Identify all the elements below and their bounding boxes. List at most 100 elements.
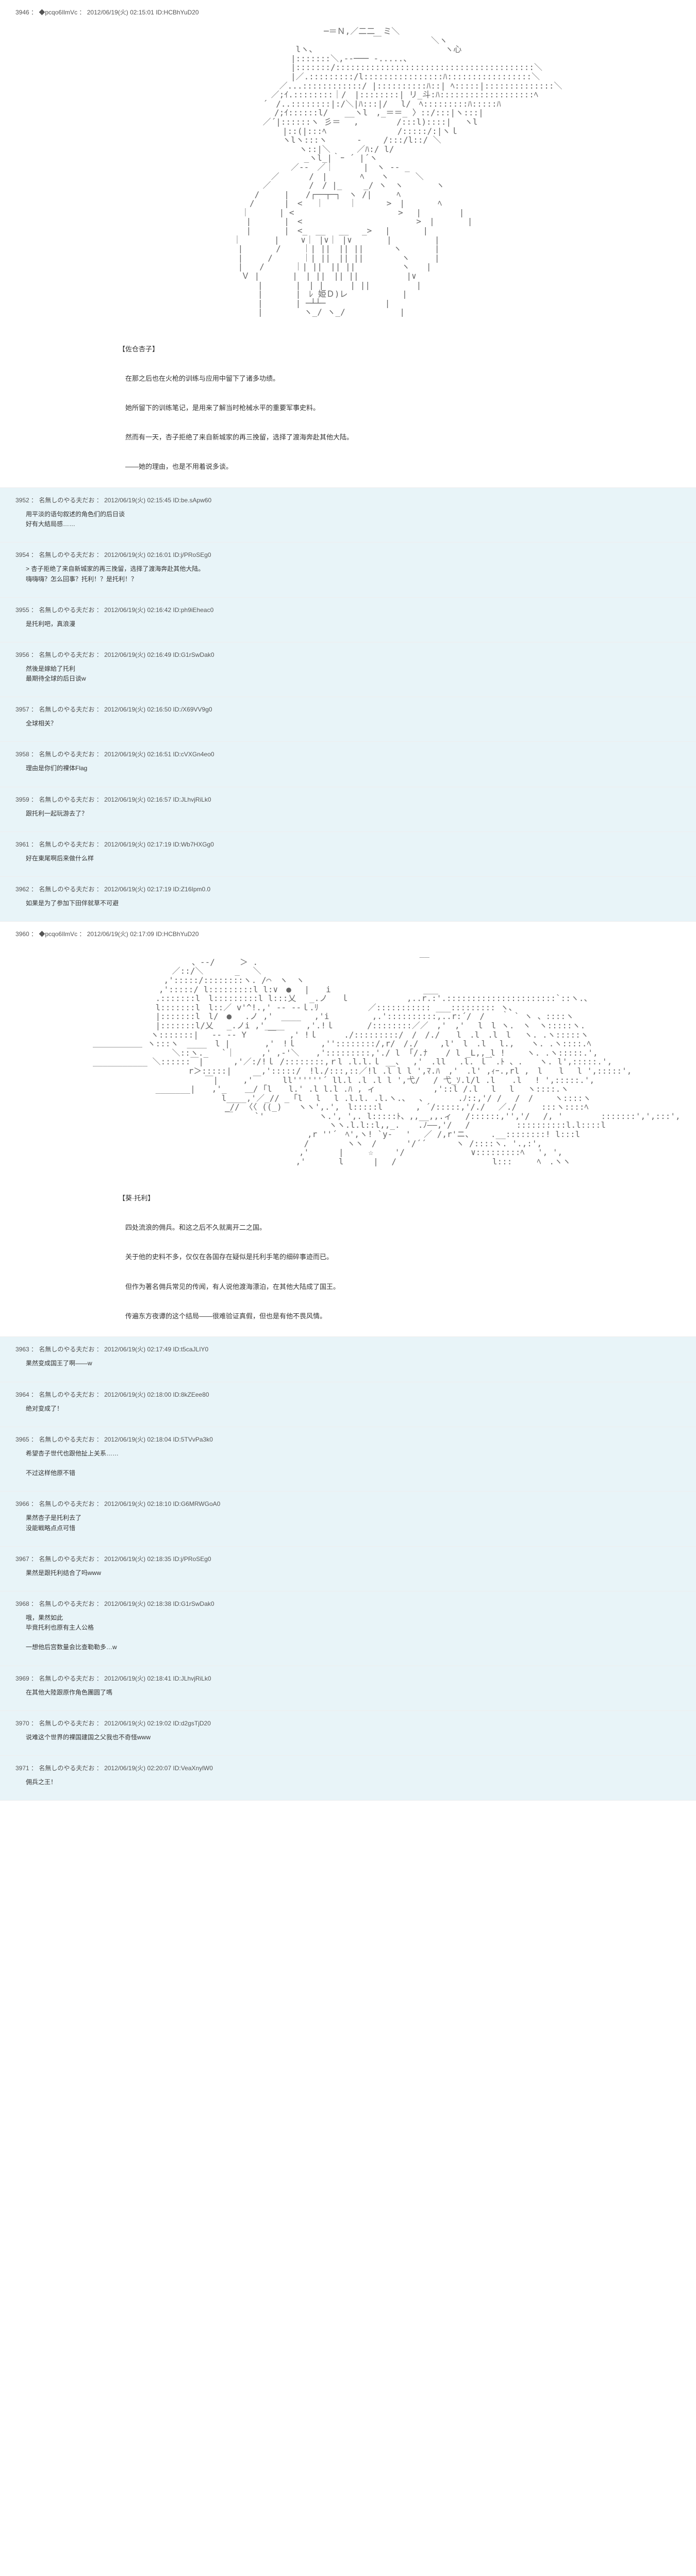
post-date: 2012/06/19(火) 02:16:50 [104, 706, 171, 713]
post-number: 3969 [15, 1675, 29, 1682]
body-line: 她所留下的训练笔记，是用来了解当时枪械水平的重要军事史料。 [119, 401, 681, 416]
post-id: ID:Wb7HXGg0 [173, 841, 214, 848]
post-body: 果然是跟托利结合了吗www [26, 1568, 681, 1578]
post-name: 名無しのやる夫だお [39, 796, 94, 803]
post-date: 2012/06/19(火) 02:19:02 [104, 1720, 171, 1727]
body-line: 果然是跟托利结合了吗www [26, 1568, 681, 1578]
post: 3957 ： 名無しのやる夫だお ： 2012/06/19(火) 02:16:5… [0, 697, 696, 742]
post-date: 2012/06/19(火) 02:18:04 [104, 1436, 171, 1443]
post-name: 名無しのやる夫だお [39, 651, 94, 658]
post-number: 3952 [15, 497, 29, 504]
post-number: 3959 [15, 796, 29, 803]
post-date: 2012/06/19(火) 02:18:00 [104, 1391, 171, 1398]
post-header: 3960 ： ◆pcqo6IlmVc ： 2012/06/19(火) 02:17… [15, 929, 681, 938]
body-line [119, 386, 681, 401]
post-name: 名無しのやる夫だお [39, 497, 94, 504]
post-number: 3954 [15, 551, 29, 558]
body-line: 好有大結局感…… [26, 519, 681, 529]
post-number: 3962 [15, 886, 29, 893]
body-line: 一想他后宫数量会比查勒勒多…w [26, 1642, 681, 1652]
post-name: 名無しのやる夫だお [39, 1675, 94, 1682]
post-date: 2012/06/19(火) 02:16:51 [104, 751, 171, 758]
post-body: 理由是你们的裸体Flag [26, 764, 681, 773]
post: 3962 ： 名無しのやる夫だお ： 2012/06/19(火) 02:17:1… [0, 877, 696, 922]
post-body: 哦，果然如此毕竟托利也原有主人公格 一想他后宫数量会比查勒勒多…w [26, 1613, 681, 1653]
post-body: 全球相关？ [26, 719, 681, 728]
post-name: 名無しのやる夫だお [39, 1720, 94, 1727]
post: 3959 ： 名無しのやる夫だお ： 2012/06/19(火) 02:16:5… [0, 787, 696, 832]
post-id: ID:j/PRoSEg0 [173, 551, 211, 558]
post-id: ID:8kZEee80 [173, 1391, 209, 1398]
post-header: 3971 ： 名無しのやる夫だお ： 2012/06/19(火) 02:20:0… [15, 1764, 681, 1772]
body-line: 但作为著名佣兵常见的传闻，有人说他渡海漂泊，在其他大陆成了国王。 [119, 1280, 681, 1295]
body-line [119, 1265, 681, 1280]
body-line: 然而有一天，杏子拒绝了来自新城家的再三挽留，选择了渡海奔赴其他大陆。 [119, 430, 681, 445]
post-number: 3946 [15, 9, 29, 16]
body-line: 佣兵之王！ [26, 1777, 681, 1787]
post: 3969 ： 名無しのやる夫だお ： 2012/06/19(火) 02:18:4… [0, 1666, 696, 1711]
post-date: 2012/06/19(火) 02:17:19 [104, 886, 171, 893]
post-id: ID:d2gsTjD20 [173, 1720, 211, 1727]
ascii-art: __ 、‐‐/ ＞ . ／::/＼ _ ＼ ,':::::/::::::::ヽ.… [93, 948, 681, 1166]
post-id: ID:JLhvjRiLk0 [173, 796, 211, 803]
post-date: 2012/06/19(火) 02:16:42 [104, 606, 171, 614]
body-line: 好在東尾啊后来做什么样 [26, 854, 681, 863]
post-body: 希望杏子世代也跟他扯上关系…… 不过这样他原不错 [26, 1449, 681, 1479]
post: 3971 ： 名無しのやる夫だお ： 2012/06/19(火) 02:20:0… [0, 1756, 696, 1801]
post-name: ◆pcqo6IlmVc [39, 930, 77, 938]
post-body: 绝对变成了！ [26, 1404, 681, 1414]
post-date: 2012/06/19(火) 02:16:57 [104, 796, 171, 803]
post-number: 3965 [15, 1436, 29, 1443]
post-id: ID:G1rSwDak0 [173, 1600, 214, 1607]
post-name: 名無しのやる夫だお [39, 1600, 94, 1607]
post-id: ID:t5caJLIY0 [173, 1346, 209, 1353]
post-number: 3966 [15, 1500, 29, 1507]
post-name: ◆pcqo6IlmVc [39, 9, 77, 16]
post: 3946 ： ◆pcqo6IlmVc ： 2012/06/19(火) 02:15… [0, 0, 696, 488]
body-line: 然後是嫁給了托利 [26, 664, 681, 674]
post-id: ID:5TVvPa3k0 [173, 1436, 213, 1443]
post-id: ID:/X69VV9g0 [173, 706, 212, 713]
post-number: 3955 [15, 606, 29, 614]
post-date: 2012/06/19(火) 02:20:07 [104, 1765, 171, 1772]
body-line: 希望杏子世代也跟他扯上关系…… [26, 1449, 681, 1459]
body-line: 全球相关？ [26, 719, 681, 728]
post-id: ID:HCBhYuD20 [156, 9, 198, 16]
body-line [119, 1294, 681, 1309]
post-number: 3964 [15, 1391, 29, 1398]
post-id: ID:j/PRoSEg0 [173, 1555, 211, 1563]
post-header: 3957 ： 名無しのやる夫だお ： 2012/06/19(火) 02:16:5… [15, 705, 681, 714]
post-name: 名無しのやる夫だお [39, 1346, 94, 1353]
post-id: ID:Z16Ipm0.0 [173, 886, 211, 893]
post-number: 3970 [15, 1720, 29, 1727]
post-date: 2012/06/19(火) 02:18:35 [104, 1555, 171, 1563]
post-header: 3954 ： 名無しのやる夫だお ： 2012/06/19(火) 02:16:0… [15, 550, 681, 559]
body-line [119, 445, 681, 460]
post: 3961 ： 名無しのやる夫だお ： 2012/06/19(火) 02:17:1… [0, 832, 696, 877]
post-header: 3966 ： 名無しのやる夫だお ： 2012/06/19(火) 02:18:1… [15, 1499, 681, 1508]
post-id: ID:cVXGn4eo0 [173, 751, 214, 758]
post-header: 3961 ： 名無しのやる夫だお ： 2012/06/19(火) 02:17:1… [15, 840, 681, 849]
post-body: 好在東尾啊后来做什么样 [26, 854, 681, 863]
post-name: 名無しのやる夫だお [39, 751, 94, 758]
post-name: 名無しのやる夫だお [39, 606, 94, 614]
post-body: 果然杏子是托利去了没能戦略点点可惜 [26, 1513, 681, 1533]
post-body: 【葵·托利】 四处流浪的佣兵。和这之后不久就离开二之国。 关于他的史料不多，仅仅… [119, 1176, 681, 1324]
post-header: 3967 ： 名無しのやる夫だお ： 2012/06/19(火) 02:18:3… [15, 1554, 681, 1563]
post-number: 3967 [15, 1555, 29, 1563]
body-line: 说难这个世界的裸国建国之父我也不奇怪www [26, 1733, 681, 1742]
post: 3963 ： 名無しのやる夫だお ： 2012/06/19(火) 02:17:4… [0, 1337, 696, 1382]
post-name: 名無しのやる夫だお [39, 1391, 94, 1398]
post: 3970 ： 名無しのやる夫だお ： 2012/06/19(火) 02:19:0… [0, 1711, 696, 1756]
body-line: 毕竟托利也原有主人公格 [26, 1623, 681, 1633]
post: 3960 ： ◆pcqo6IlmVc ： 2012/06/19(火) 02:17… [0, 922, 696, 1337]
body-line [119, 357, 681, 371]
body-line: 跟托利一起玩游去了？ [26, 809, 681, 819]
post-number: 3963 [15, 1346, 29, 1353]
post-date: 2012/06/19(火) 02:17:19 [104, 841, 171, 848]
post-body: 【佐仓杏子】 在那之后也在火枪的训练与应用中留下了诸多功绩。 她所留下的训练笔记… [119, 327, 681, 474]
post-header: 3969 ： 名無しのやる夫だお ： 2012/06/19(火) 02:18:4… [15, 1674, 681, 1683]
post: 3968 ： 名無しのやる夫だお ： 2012/06/19(火) 02:18:3… [0, 1591, 696, 1666]
post-header: 3970 ： 名無しのやる夫だお ： 2012/06/19(火) 02:19:0… [15, 1719, 681, 1727]
body-line: 如果是为了参加下田伴就草不可避 [26, 899, 681, 908]
